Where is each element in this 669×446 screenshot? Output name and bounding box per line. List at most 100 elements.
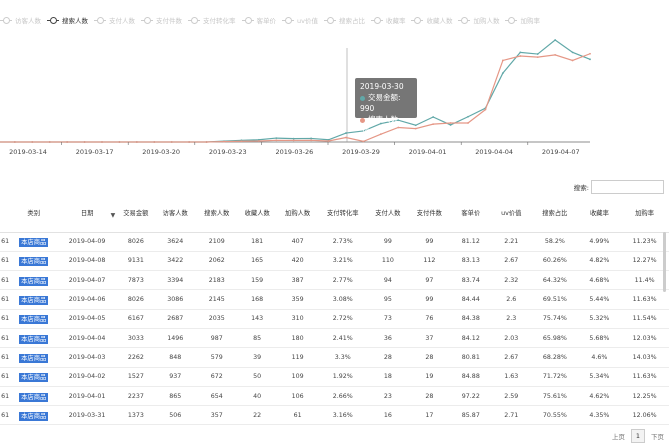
column-header[interactable]: [0, 196, 11, 233]
legend-marker-icon: [188, 17, 200, 24]
series-point: [519, 51, 522, 54]
cell-value: 61: [1, 411, 10, 419]
cell-value: 99: [425, 238, 434, 246]
column-header[interactable]: 类别: [10, 196, 58, 233]
column-header[interactable]: 搜索人数: [196, 196, 238, 233]
column-header-label: 支付人数: [375, 210, 401, 218]
table-cell: 81.12: [450, 232, 492, 252]
cell-value: 4.6%: [591, 353, 608, 361]
legend-item[interactable]: 访客人数: [0, 15, 41, 25]
legend-marker-icon: [458, 17, 471, 24]
table-cell: 61: [0, 251, 11, 272]
cell-value: 75.74%: [542, 315, 567, 323]
x-tick-label: 2019-03-26: [276, 148, 314, 156]
table-row: 61 本店商品 2019-04-02 1527 937 672 50 109 1.92% 18 19…: [0, 367, 669, 387]
category-tag: 本店商品: [19, 296, 49, 306]
legend-item[interactable]: 支付人数: [94, 15, 135, 25]
column-header[interactable]: 交易金额: [117, 196, 155, 233]
cell-value: 61: [1, 392, 10, 400]
table-cell: 99: [408, 232, 451, 252]
column-header[interactable]: 日期 ▼: [57, 196, 118, 233]
legend-item[interactable]: uv价值: [282, 15, 318, 25]
prev-page-button[interactable]: 上页: [612, 433, 625, 441]
legend-label: 支付人数: [109, 17, 135, 25]
category-tag: 本店商品: [19, 276, 49, 286]
cell-value: 11.23%: [632, 238, 657, 246]
table-cell: 106: [276, 386, 319, 407]
legend-item[interactable]: 收藏人数: [411, 15, 452, 25]
series-point: [223, 140, 225, 143]
legend-item[interactable]: 支付转化率: [188, 15, 236, 25]
column-header[interactable]: 支付人数: [367, 196, 409, 233]
x-tick-label: 2019-04-01: [409, 148, 447, 156]
legend-item[interactable]: 加购率: [505, 15, 540, 25]
legend-item[interactable]: 搜索人数: [47, 15, 88, 25]
table-cell: 16: [367, 405, 409, 426]
cell-value: 68.28%: [542, 353, 567, 361]
cell-value: 2019-04-07: [68, 276, 106, 284]
page-number-button[interactable]: 1: [631, 429, 645, 443]
column-header[interactable]: 加购人数: [276, 196, 319, 233]
table-cell: 110: [367, 251, 409, 272]
x-tick-label: 2019-03-17: [76, 148, 114, 156]
column-header[interactable]: 收藏人数: [237, 196, 277, 233]
cell-value: 84.12: [461, 334, 480, 342]
table-cell: 5.34%: [578, 367, 621, 387]
series-point: [292, 137, 295, 140]
pagination: 上页 1 下页: [612, 429, 664, 443]
cell-value: 3086: [167, 296, 184, 304]
legend-marker-icon: [0, 17, 12, 24]
legend-item[interactable]: 加购人数: [458, 15, 499, 25]
legend-item[interactable]: 客单价: [241, 15, 276, 25]
series-point: [310, 137, 313, 140]
cell-value: 12.27%: [632, 257, 657, 265]
cell-value: 28: [425, 353, 434, 361]
x-tick-label: 2019-04-07: [542, 148, 580, 156]
next-page-button[interactable]: 下页: [651, 433, 664, 441]
table-cell: 61: [0, 232, 11, 252]
column-header[interactable]: 访客人数: [154, 196, 196, 233]
cell-value: 2019-04-08: [68, 257, 106, 265]
table-cell: 2109: [196, 232, 238, 252]
column-header[interactable]: 支付件数: [408, 196, 451, 233]
cell-value: 3033: [127, 334, 144, 342]
legend-item[interactable]: 支付件数: [141, 15, 182, 25]
cell-value: 95: [383, 296, 392, 304]
cell-value: 75.61%: [542, 392, 567, 400]
cell-value: 2.3: [506, 315, 517, 323]
column-header[interactable]: 加购率: [620, 196, 669, 233]
cell-value: 14.03%: [632, 353, 657, 361]
table-cell: 1496: [154, 328, 196, 349]
table-cell: 310: [276, 309, 319, 329]
search-input[interactable]: [591, 180, 664, 194]
table-cell: 5.32%: [578, 309, 621, 329]
cell-value: 11.63%: [632, 373, 657, 381]
column-header[interactable]: 客单价: [450, 196, 492, 233]
column-header[interactable]: 搜索占比: [530, 196, 579, 233]
cell-value: 2687: [167, 315, 184, 323]
cell-value: 181: [251, 238, 264, 246]
cell-value: 106: [291, 392, 304, 400]
cell-value: 3.16%: [332, 411, 353, 419]
table-row: 61 本店商品 2019-04-04 3033 1496 987 85 180 2.41% 36 3…: [0, 328, 669, 349]
column-header[interactable]: 支付转化率: [318, 196, 368, 233]
cell-value: 40: [253, 392, 262, 400]
table-cell: 2.67: [491, 347, 531, 368]
table-cell: 2.03: [491, 328, 531, 349]
table-cell: 18: [367, 367, 409, 387]
table-cell: 2019-04-02: [57, 367, 118, 387]
table-cell: 本店商品: [10, 328, 58, 349]
legend-item[interactable]: 收藏率: [370, 15, 405, 25]
cell-value: 84.38: [461, 315, 480, 323]
cell-value: 2019-04-02: [68, 373, 106, 381]
series-point: [240, 140, 243, 143]
column-header[interactable]: uv价值: [491, 196, 531, 233]
legend-item[interactable]: 搜索占比: [323, 15, 365, 25]
table-scrollbar[interactable]: [663, 232, 666, 292]
table-cell: 83.13: [450, 251, 492, 272]
cell-value: 359: [291, 296, 304, 304]
table-cell: 2019-04-04: [57, 328, 118, 349]
legend-marker-icon: [370, 17, 383, 24]
cell-value: 17: [425, 411, 434, 419]
column-header[interactable]: 收藏率: [578, 196, 621, 233]
